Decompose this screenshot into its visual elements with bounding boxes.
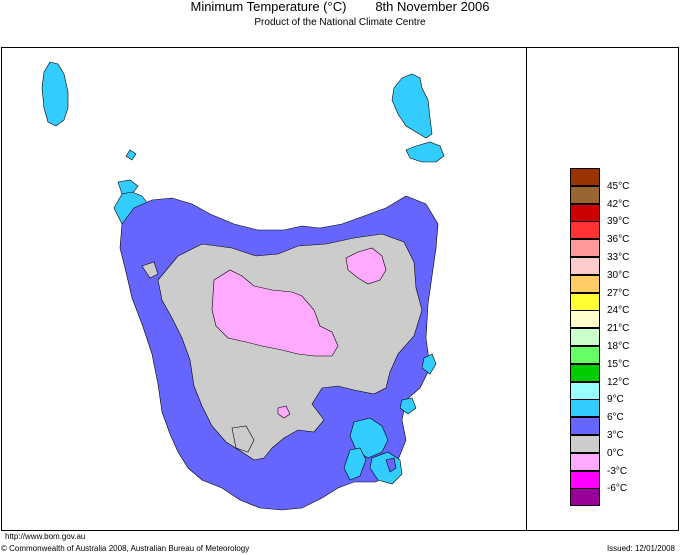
legend-swatch <box>570 292 600 311</box>
west-grey-patch <box>141 261 159 279</box>
legend-swatch <box>570 185 600 204</box>
small-island-north <box>125 149 137 161</box>
legend-swatch <box>570 399 600 418</box>
bom-url: http://www.bom.gov.au <box>5 532 86 541</box>
legend-label: 15°C <box>607 358 630 370</box>
legend-label: 12°C <box>607 376 630 388</box>
legend-label: 30°C <box>607 269 630 281</box>
flinders-island <box>391 73 433 139</box>
legend-swatch <box>570 203 600 222</box>
legend-label: -3°C <box>607 465 628 477</box>
robbins-island <box>117 179 139 195</box>
legend-label: 6°C <box>607 412 624 424</box>
map-title: Minimum Temperature (°C) 8th November 20… <box>190 0 490 14</box>
issued-date: Issued: 12/01/2008 <box>606 544 675 553</box>
legend-label: 33°C <box>607 252 630 263</box>
legend-label: 24°C <box>607 305 630 317</box>
south-pink-spot <box>277 405 291 419</box>
frame-divider <box>526 47 527 531</box>
legend-swatch <box>570 168 600 186</box>
legend-label: 3°C <box>607 430 624 441</box>
legend-label: 45°C <box>607 180 630 192</box>
map-subtitle: Product of the National Climate Centre <box>254 17 426 28</box>
south-grey-patch <box>231 425 255 453</box>
legend-label: 39°C <box>607 216 630 228</box>
legend-swatch <box>570 452 600 471</box>
legend-swatch <box>570 257 600 275</box>
northeast-highlands-pink <box>345 247 387 285</box>
legend-swatch <box>570 346 600 364</box>
southeast-purple-speck <box>385 457 397 473</box>
legend-label: 21°C <box>607 323 630 335</box>
legend-label: 9°C <box>607 394 624 406</box>
central-plateau-pink <box>211 269 339 357</box>
legend-swatch <box>570 274 600 293</box>
legend-swatch <box>570 310 600 329</box>
legend-swatch <box>570 435 600 453</box>
legend-swatch <box>570 381 600 400</box>
maria-island <box>421 353 437 375</box>
east-coast-islet <box>399 397 417 415</box>
legend-swatch <box>570 363 600 382</box>
legend-swatch <box>570 221 600 240</box>
cape-barren-island <box>405 141 445 163</box>
legend-swatch <box>570 470 600 489</box>
legend-label: 18°C <box>607 341 630 352</box>
legend-label: -6°C <box>607 483 628 495</box>
legend-swatch <box>570 417 600 436</box>
legend-label: 42°C <box>607 198 630 210</box>
king-island <box>41 61 69 127</box>
legend-label: 0°C <box>607 447 624 459</box>
legend-swatch <box>570 328 600 347</box>
map-frame <box>1 47 679 531</box>
legend-swatch <box>570 239 600 258</box>
bruny-island <box>343 447 367 481</box>
legend-swatch <box>570 488 600 507</box>
legend-label: 36°C <box>607 234 630 246</box>
copyright-notice: © Commonwealth of Australia 2008, Austra… <box>1 544 250 553</box>
tasmania-temperature-map <box>41 61 445 511</box>
legend-label: 27°C <box>607 287 630 299</box>
